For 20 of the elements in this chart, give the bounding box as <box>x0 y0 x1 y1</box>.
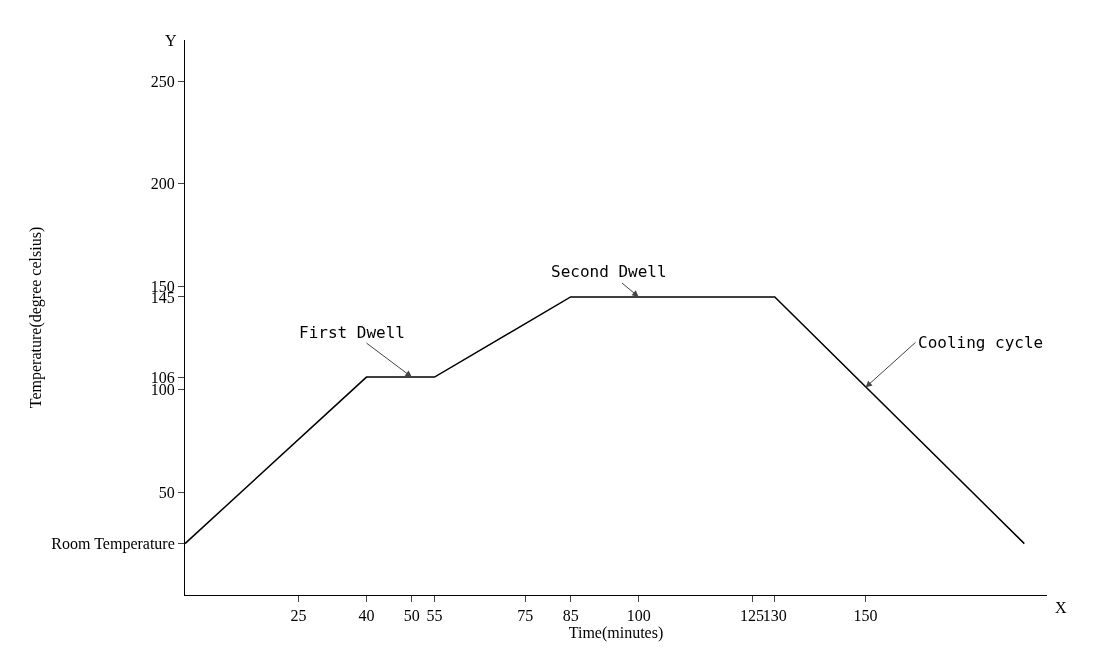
annotation: First Dwell <box>299 323 405 342</box>
x-tick-label: 25 <box>290 607 307 625</box>
y-tick-label: 250 <box>150 72 175 90</box>
text: Y <box>165 32 177 49</box>
x-tick-label: 150 <box>853 607 878 625</box>
annotation: Second Dwell <box>551 262 667 281</box>
x-tick-label: 40 <box>358 607 375 625</box>
y-tick-label: Room Temperature <box>51 535 175 554</box>
annotation: Cooling cycle <box>918 333 1044 352</box>
x-tick-label: 55 <box>426 607 443 625</box>
x-tick-label: 75 <box>517 607 534 625</box>
x-tick-label: 100 <box>626 607 651 625</box>
y-axis-title: Temperature(degree celsius) <box>27 226 46 409</box>
x-axis-title: Time(minutes) <box>568 624 664 643</box>
text: X <box>1055 599 1067 616</box>
y-tick-label: 200 <box>150 175 175 193</box>
x-tick-label: 125 <box>740 607 765 625</box>
x-tick-label: 50 <box>403 607 420 625</box>
x-tick-label: 85 <box>562 607 579 625</box>
y-tick-label: 50 <box>158 483 175 501</box>
